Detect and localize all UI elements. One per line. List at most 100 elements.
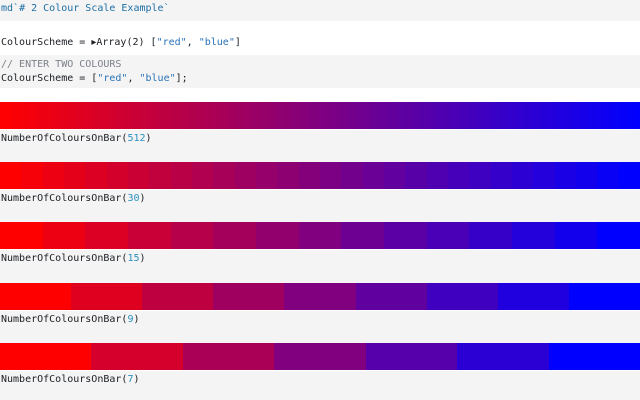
colour-segment: [368, 102, 370, 129]
colour-segment: [337, 102, 339, 129]
colour-segment: [168, 102, 170, 129]
colour-segment: [42, 102, 44, 129]
code-variable-name: ColourScheme: [1, 73, 74, 84]
colour-segment: [391, 102, 393, 129]
colour-segment: [8, 102, 10, 129]
colour-segment: [467, 102, 469, 129]
colour-segment: [465, 102, 467, 129]
colour-segment: [496, 102, 498, 129]
colour-segment: [202, 102, 204, 129]
colour-segment: [535, 102, 537, 129]
colour-segment: [360, 102, 362, 129]
colour-segment: [93, 102, 95, 129]
colour-segment: [76, 102, 78, 129]
colour-segment: [118, 102, 120, 129]
colour-segment: [146, 102, 148, 129]
colour-segment: [516, 102, 518, 129]
colour-segment: [61, 102, 63, 129]
colour-segment: [186, 102, 188, 129]
array-summary[interactable]: Array(2): [96, 37, 145, 48]
colour-segment: [426, 162, 448, 189]
colour-segment: [17, 102, 19, 129]
expand-arrow-icon[interactable]: ▸: [91, 37, 97, 48]
colour-segment: [528, 102, 530, 129]
colour-segment: [305, 102, 307, 129]
colour-segment: [296, 102, 298, 129]
colour-segment: [195, 102, 197, 129]
colour-segment: [512, 102, 514, 129]
colour-segment: [253, 102, 255, 129]
colour-segment: [227, 102, 229, 129]
colour-segment: [133, 102, 135, 129]
bar-cell-512[interactable]: NumberOfColoursOnBar(512): [0, 130, 640, 149]
colour-segment: [545, 102, 547, 129]
colour-segment: [37, 102, 39, 129]
bar-function-name: NumberOfColoursOnBar(: [1, 374, 128, 385]
colour-segment: [550, 102, 552, 129]
colour-segment: [350, 102, 352, 129]
colour-segment: [483, 102, 485, 129]
colour-segment: [123, 102, 125, 129]
colour-segment: [266, 102, 268, 129]
colour-segment: [251, 102, 253, 129]
colour-segment: [55, 102, 57, 129]
colour-segment: [498, 102, 500, 129]
bar-count: 512: [127, 133, 146, 144]
colour-segment: [140, 102, 142, 129]
colour-segment: [327, 102, 329, 129]
colour-segment: [313, 102, 315, 129]
bar-cell-9[interactable]: NumberOfColoursOnBar(9): [0, 311, 640, 330]
colour-segment: [523, 102, 525, 129]
colour-segment: [90, 102, 92, 129]
colour-segment: [162, 102, 164, 129]
colour-segment: [53, 102, 55, 129]
colour-segment: [115, 102, 117, 129]
colour-segment: [21, 162, 43, 189]
bar-cell-15[interactable]: NumberOfColoursOnBar(15): [0, 250, 640, 269]
colour-segment: [353, 102, 355, 129]
colour-segment: [13, 102, 15, 129]
colour-segment: [373, 102, 375, 129]
colour-segment: [392, 102, 394, 129]
colour-segment: [190, 102, 192, 129]
colour-segment: [150, 102, 152, 129]
colour-segment: [302, 102, 304, 129]
colour-segment: [591, 102, 593, 129]
colour-segment: [225, 102, 227, 129]
colour-segment: [233, 102, 235, 129]
markdown-cell[interactable]: md`# 2 Colour Scale Example`: [0, 0, 640, 21]
colour-segment: [440, 102, 442, 129]
code-cell[interactable]: // ENTER TWO COLOURS ColourScheme = ["red…: [0, 55, 640, 88]
colour-segment: [547, 102, 549, 129]
colour-segment: [292, 102, 294, 129]
colour-segment: [71, 283, 143, 310]
colour-segment: [485, 102, 487, 129]
colour-segment: [546, 102, 548, 129]
colour-segment: [203, 102, 205, 129]
colour-segment: [255, 102, 257, 129]
colour-segment: [632, 102, 634, 129]
colour-segment: [88, 102, 90, 129]
array-open-bracket: [: [144, 37, 157, 48]
colour-segment: [318, 102, 320, 129]
colour-segment: [72, 102, 74, 129]
colour-segment: [525, 102, 527, 129]
colour-segment: [26, 102, 28, 129]
colour-segment: [625, 102, 627, 129]
colour-segment: [398, 102, 400, 129]
bar-close-paren: ): [133, 314, 140, 325]
colour-segment: [575, 162, 598, 189]
colour-segment: [7, 102, 9, 129]
colour-segment: [620, 102, 622, 129]
colour-segment: [303, 102, 305, 129]
colour-segment: [315, 102, 317, 129]
colour-segment: [566, 102, 568, 129]
colour-segment: [148, 102, 150, 129]
bar-cell-7[interactable]: NumberOfColoursOnBar(7): [0, 371, 640, 390]
colour-segment: [220, 102, 222, 129]
colour-segment: [390, 102, 392, 129]
colour-segment: [51, 102, 53, 129]
colour-segment: [47, 102, 49, 129]
colour-segment: [240, 102, 242, 129]
bar-cell-30[interactable]: NumberOfColoursOnBar(30): [0, 190, 640, 209]
